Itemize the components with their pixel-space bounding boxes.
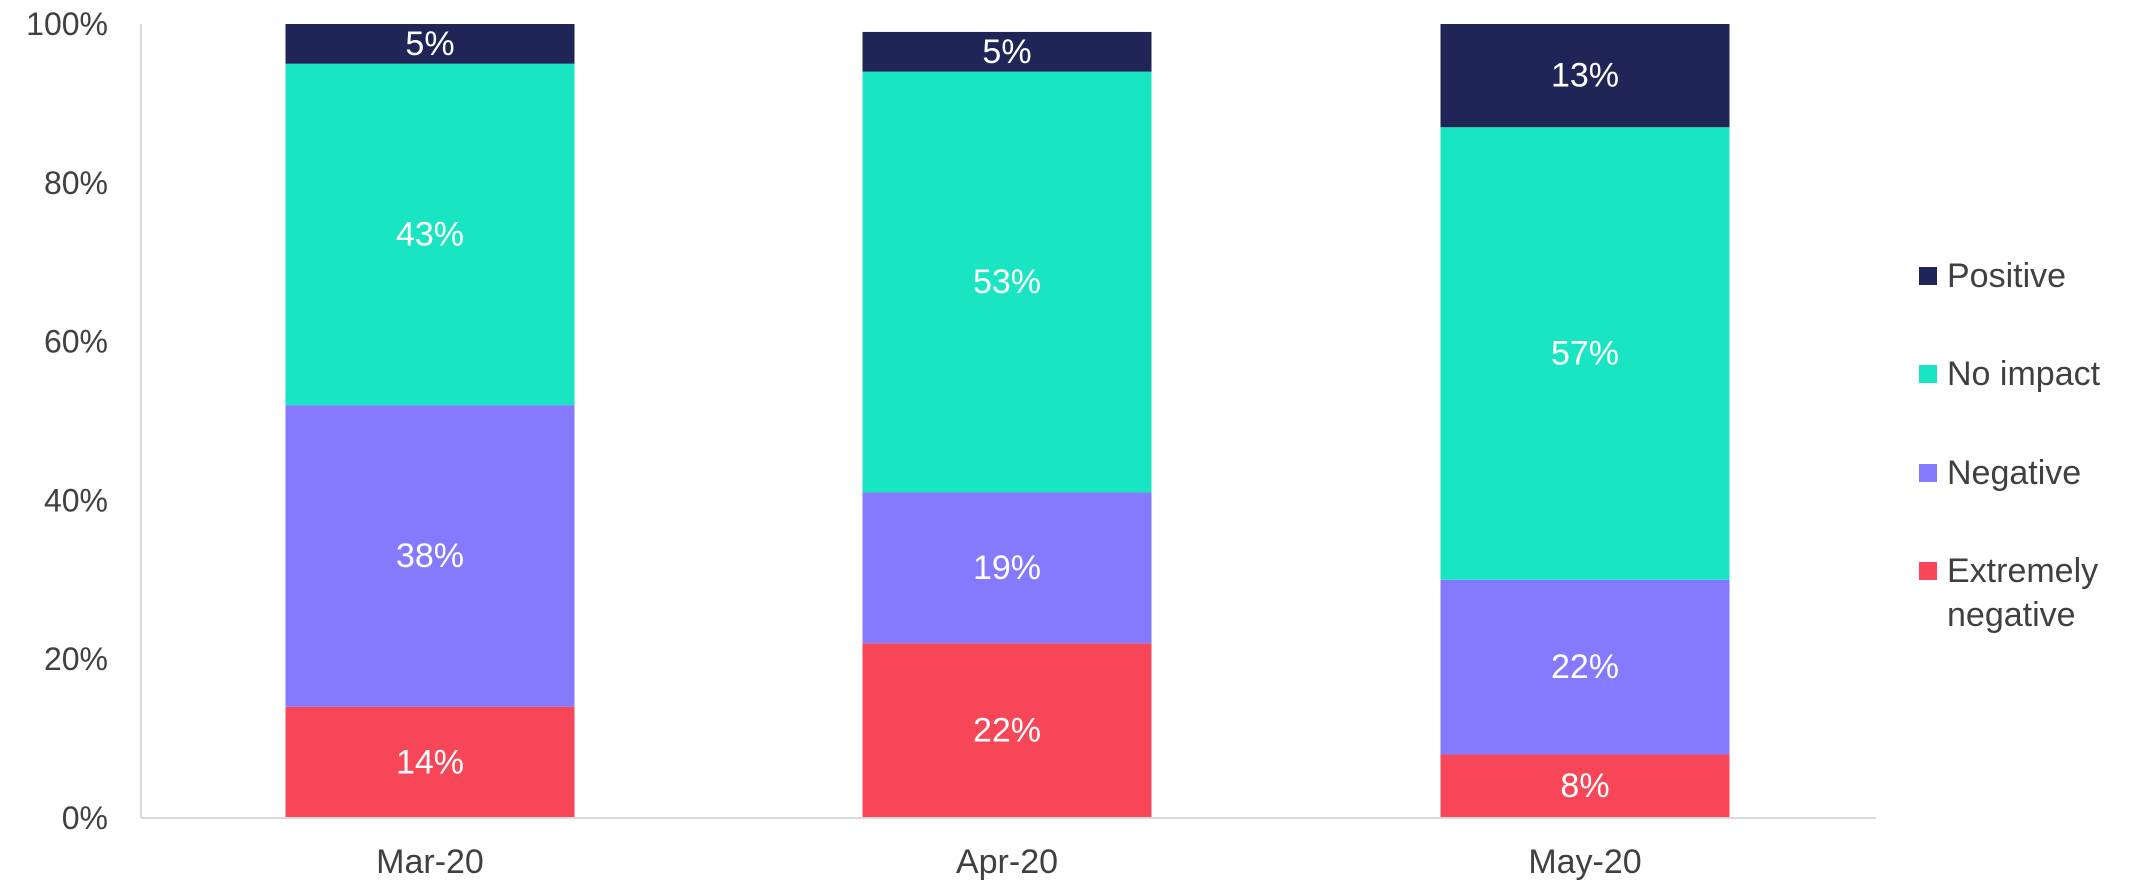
legend-label: Negative xyxy=(1947,454,2081,492)
bar-segment-negative-mar-20 xyxy=(285,405,575,707)
bar-segment-extremely-negative-may-20 xyxy=(1440,754,1730,818)
y-tick-label: 20% xyxy=(44,641,108,677)
bar-segment-no-impact-mar-20 xyxy=(285,63,575,406)
legend-label: Extremely negative xyxy=(1947,552,2098,634)
data-label: 43% xyxy=(396,215,464,253)
bar-segment-negative-may-20 xyxy=(1440,579,1730,755)
x-tick-label: Mar-20 xyxy=(376,843,484,881)
data-label: 22% xyxy=(1551,648,1619,686)
bar-segment-positive-mar-20 xyxy=(285,24,575,64)
data-label: 53% xyxy=(973,263,1041,301)
y-tick-label: 0% xyxy=(62,800,108,836)
bar-segment-negative-apr-20 xyxy=(862,492,1152,644)
data-label: 14% xyxy=(396,743,464,781)
legend-swatch xyxy=(1919,267,1937,285)
data-label: 57% xyxy=(1551,335,1619,373)
bar-segment-positive-apr-20 xyxy=(862,31,1152,72)
data-label: 5% xyxy=(982,33,1031,71)
legend-label: No impact xyxy=(1947,355,2101,393)
bar-segment-no-impact-apr-20 xyxy=(862,71,1152,493)
data-label: 38% xyxy=(396,537,464,575)
legend-swatch xyxy=(1919,562,1937,580)
data-label: 13% xyxy=(1551,57,1619,95)
data-label: 19% xyxy=(973,549,1041,587)
legend-swatch xyxy=(1919,365,1937,383)
y-tick-label: 40% xyxy=(44,482,108,518)
legend-label: Positive xyxy=(1947,257,2066,295)
axes: 0% 20% 40% 60% 80% 100% Mar-20 Apr-20 May-20 xyxy=(26,6,1876,881)
x-tick-label: May-20 xyxy=(1528,843,1641,881)
legend: Positive No impact Negative Extremely negati… xyxy=(1919,257,2101,634)
data-label: 22% xyxy=(973,712,1041,750)
data-label: 8% xyxy=(1560,767,1609,805)
bar-segment-positive-may-20 xyxy=(1440,24,1730,128)
plot-area: 14% 38% 43% 5% 22% 19% 53% 5% 8% 22% 57% 13% xyxy=(285,24,1730,818)
x-tick-label: Apr-20 xyxy=(956,843,1058,881)
data-label: 5% xyxy=(405,25,454,63)
legend-item-positive: Positive xyxy=(1919,257,2066,295)
bar-segment-extremely-negative-apr-20 xyxy=(862,643,1152,818)
bar-segment-no-impact-may-20 xyxy=(1440,127,1730,580)
legend-swatch xyxy=(1919,464,1937,482)
legend-item-extremely-negative: Extremely negative xyxy=(1919,552,2098,634)
y-tick-label: 60% xyxy=(44,324,108,360)
bar-segment-extremely-negative-mar-20 xyxy=(285,706,575,818)
legend-item-no-impact: No impact xyxy=(1919,355,2101,393)
legend-item-negative: Negative xyxy=(1919,454,2081,492)
y-tick-label: 80% xyxy=(44,165,108,201)
y-tick-label: 100% xyxy=(26,6,108,42)
